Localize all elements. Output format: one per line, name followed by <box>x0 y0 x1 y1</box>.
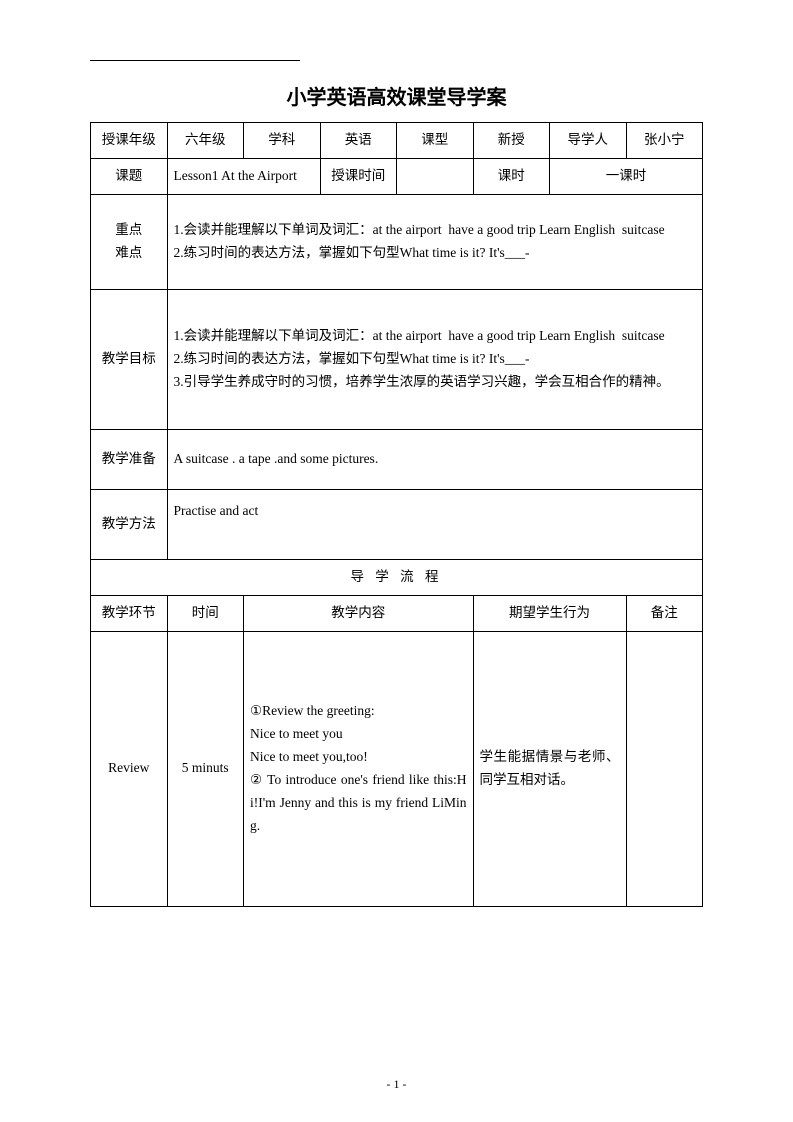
flow1-content: ①Review the greeting: Nice to meet you N… <box>244 631 474 906</box>
flow-columns-row: 教学环节 时间 教学内容 期望学生行为 备注 <box>91 595 703 631</box>
grade-label: 授课年级 <box>91 123 168 159</box>
subject-value: 英语 <box>320 123 397 159</box>
classtype-value: 新授 <box>473 123 550 159</box>
header-row-2: 课题 Lesson1 At the Airport 授课时间 课时 一课时 <box>91 158 703 194</box>
prep-text: A suitcase . a tape .and some pictures. <box>167 429 703 489</box>
keypoints-row: 重点 难点 1.会读并能理解以下单词及词汇：at the airport hav… <box>91 194 703 289</box>
subject-label: 学科 <box>244 123 321 159</box>
topic-label: 课题 <box>91 158 168 194</box>
col-remark: 备注 <box>626 595 703 631</box>
classtype-label: 课型 <box>397 123 474 159</box>
lesson-plan-table: 授课年级 六年级 学科 英语 课型 新授 导学人 张小宁 课题 Lesson1 … <box>90 122 703 907</box>
objectives-text: 1.会读并能理解以下单词及词汇：at the airport have a go… <box>167 289 703 429</box>
col-stage: 教学环节 <box>91 595 168 631</box>
flow1-time: 5 minuts <box>167 631 244 906</box>
prep-label: 教学准备 <box>91 429 168 489</box>
method-text: Practise and act <box>167 489 703 559</box>
prep-row: 教学准备 A suitcase . a tape .and some pictu… <box>91 429 703 489</box>
col-content: 教学内容 <box>244 595 474 631</box>
flow-row-1: Review 5 minuts ①Review the greeting: Ni… <box>91 631 703 906</box>
teachtime-label: 授课时间 <box>320 158 397 194</box>
col-time: 时间 <box>167 595 244 631</box>
col-behavior: 期望学生行为 <box>473 595 626 631</box>
keypoints-text: 1.会读并能理解以下单词及词汇：at the airport have a go… <box>167 194 703 289</box>
method-label: 教学方法 <box>91 489 168 559</box>
objectives-label: 教学目标 <box>91 289 168 429</box>
flow1-remark <box>626 631 703 906</box>
flow1-behavior: 学生能据情景与老师、同学互相对话。 <box>473 631 626 906</box>
instructor-value: 张小宁 <box>626 123 703 159</box>
objectives-row: 教学目标 1.会读并能理解以下单词及词汇：at the airport have… <box>91 289 703 429</box>
flow-header: 导 学 流 程 <box>91 559 703 595</box>
page: 小学英语高效课堂导学案 授课年级 六年级 学科 英语 课型 新授 导学人 张小宁… <box>0 0 793 1122</box>
page-title: 小学英语高效课堂导学案 <box>90 81 703 110</box>
flow1-stage: Review <box>91 631 168 906</box>
keypoints-label: 重点 难点 <box>91 194 168 289</box>
page-number: - 1 - <box>0 1077 793 1092</box>
period-value: 一课时 <box>550 158 703 194</box>
horizontal-rule <box>90 60 300 61</box>
method-row: 教学方法 Practise and act <box>91 489 703 559</box>
teachtime-value <box>397 158 474 194</box>
grade-value: 六年级 <box>167 123 244 159</box>
instructor-label: 导学人 <box>550 123 627 159</box>
period-label: 课时 <box>473 158 550 194</box>
topic-value: Lesson1 At the Airport <box>167 158 320 194</box>
flow-header-row: 导 学 流 程 <box>91 559 703 595</box>
header-row-1: 授课年级 六年级 学科 英语 课型 新授 导学人 张小宁 <box>91 123 703 159</box>
